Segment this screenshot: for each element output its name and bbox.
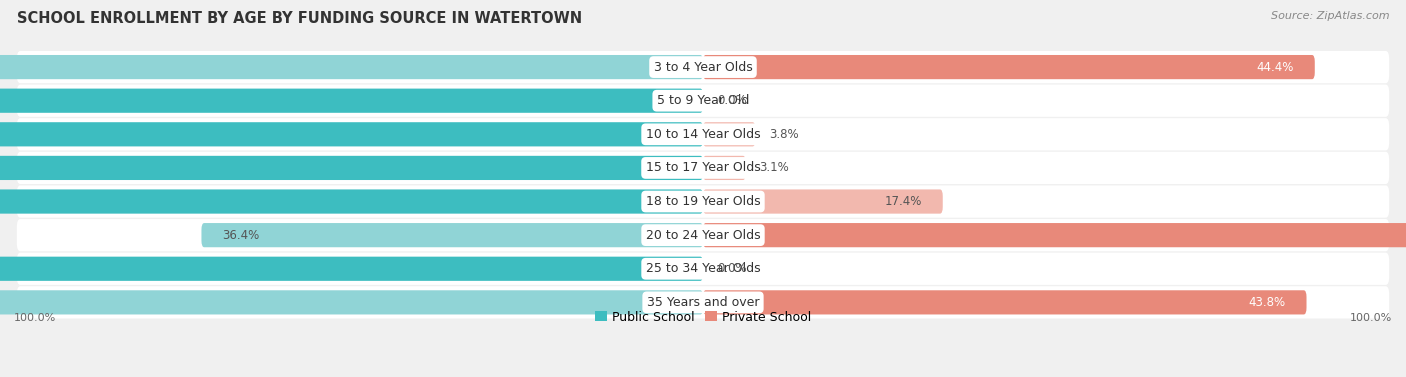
- FancyBboxPatch shape: [0, 189, 703, 214]
- Text: 43.8%: 43.8%: [1249, 296, 1286, 309]
- Text: 3.8%: 3.8%: [769, 128, 799, 141]
- FancyBboxPatch shape: [0, 290, 703, 314]
- FancyBboxPatch shape: [703, 290, 1306, 314]
- Text: 3 to 4 Year Olds: 3 to 4 Year Olds: [654, 61, 752, 74]
- Legend: Public School, Private School: Public School, Private School: [595, 311, 811, 323]
- FancyBboxPatch shape: [17, 253, 1389, 285]
- Text: 15 to 17 Year Olds: 15 to 17 Year Olds: [645, 161, 761, 175]
- FancyBboxPatch shape: [17, 51, 1389, 83]
- FancyBboxPatch shape: [703, 156, 745, 180]
- FancyBboxPatch shape: [0, 122, 703, 146]
- Text: 100.0%: 100.0%: [1350, 313, 1392, 323]
- FancyBboxPatch shape: [0, 89, 703, 113]
- FancyBboxPatch shape: [703, 55, 1315, 79]
- Text: 20 to 24 Year Olds: 20 to 24 Year Olds: [645, 228, 761, 242]
- Text: 10 to 14 Year Olds: 10 to 14 Year Olds: [645, 128, 761, 141]
- FancyBboxPatch shape: [17, 152, 1389, 184]
- FancyBboxPatch shape: [17, 219, 1389, 251]
- Text: 25 to 34 Year Olds: 25 to 34 Year Olds: [645, 262, 761, 275]
- FancyBboxPatch shape: [17, 118, 1389, 150]
- FancyBboxPatch shape: [0, 257, 703, 281]
- FancyBboxPatch shape: [201, 223, 703, 247]
- FancyBboxPatch shape: [703, 189, 943, 214]
- FancyBboxPatch shape: [17, 185, 1389, 218]
- Text: 35 Years and over: 35 Years and over: [647, 296, 759, 309]
- Text: 5 to 9 Year Old: 5 to 9 Year Old: [657, 94, 749, 107]
- FancyBboxPatch shape: [703, 122, 755, 146]
- Text: 0.0%: 0.0%: [717, 94, 747, 107]
- FancyBboxPatch shape: [0, 55, 703, 79]
- Text: Source: ZipAtlas.com: Source: ZipAtlas.com: [1271, 11, 1389, 21]
- Text: 18 to 19 Year Olds: 18 to 19 Year Olds: [645, 195, 761, 208]
- Text: SCHOOL ENROLLMENT BY AGE BY FUNDING SOURCE IN WATERTOWN: SCHOOL ENROLLMENT BY AGE BY FUNDING SOUR…: [17, 11, 582, 26]
- FancyBboxPatch shape: [17, 286, 1389, 319]
- Text: 17.4%: 17.4%: [884, 195, 922, 208]
- Text: 0.0%: 0.0%: [717, 262, 747, 275]
- FancyBboxPatch shape: [17, 84, 1389, 117]
- Text: 3.1%: 3.1%: [759, 161, 789, 175]
- FancyBboxPatch shape: [703, 223, 1406, 247]
- Text: 44.4%: 44.4%: [1257, 61, 1294, 74]
- FancyBboxPatch shape: [0, 156, 703, 180]
- Text: 100.0%: 100.0%: [14, 313, 56, 323]
- Text: 36.4%: 36.4%: [222, 228, 259, 242]
